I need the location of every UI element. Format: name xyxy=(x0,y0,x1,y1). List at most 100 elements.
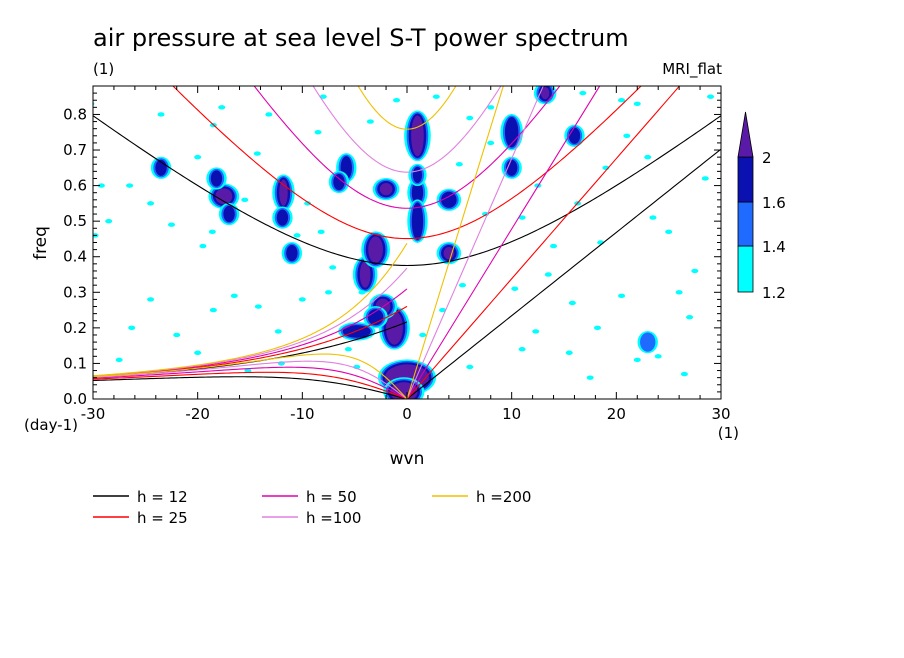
chart-title-group: air pressure at sea level S-T power spec… xyxy=(93,24,722,79)
contour-speck-38 xyxy=(487,140,495,146)
colorbar-label: 2 xyxy=(762,149,772,167)
x-axis-unit: (1) xyxy=(718,424,739,442)
contour-speck-46 xyxy=(568,300,576,306)
dispersion-curve-wig-h25 xyxy=(172,86,642,240)
contour-speck-8 xyxy=(199,243,207,249)
contour-speck-27 xyxy=(209,307,217,313)
contour-speck-12 xyxy=(241,197,249,203)
dispersion-curve-wig-h100 xyxy=(312,86,502,173)
contour-speck-19 xyxy=(317,229,325,235)
dispersion-curve-wig-h50 xyxy=(253,86,561,209)
x-tick-label: 20 xyxy=(607,405,626,423)
contour-blob-25-level-2 xyxy=(568,127,581,144)
contour-speck-65 xyxy=(518,215,526,220)
contour-blob-4-level-3 xyxy=(386,311,403,345)
dispersion-curve-rossby-h12 xyxy=(93,376,408,399)
dispersion-curve-kelvin-h200 xyxy=(406,86,504,399)
contour-blob-15-level-2 xyxy=(286,245,298,262)
contour-speck-76 xyxy=(432,94,440,99)
colorbar-label: 1.6 xyxy=(762,194,786,212)
dispersion-curve-kelvin-h25 xyxy=(406,86,681,399)
contour-speck-52 xyxy=(623,133,631,138)
contour-speck-78 xyxy=(593,325,601,331)
y-tick-label: 0.7 xyxy=(63,141,87,159)
contour-speck-6 xyxy=(147,201,155,206)
dispersion-curve-kelvin-h12 xyxy=(406,148,721,399)
contour-blob-20-level-3 xyxy=(443,247,455,260)
contour-speck-45 xyxy=(550,243,558,249)
contour-speck-31 xyxy=(366,119,374,124)
legend-label-h200: h =200 xyxy=(476,488,531,506)
contour-speck-5 xyxy=(157,112,165,117)
contour-speck-15 xyxy=(218,105,226,110)
contour-blob-17-level-2 xyxy=(210,170,223,187)
dispersion-curve-rossby-h50 xyxy=(93,366,408,399)
dispersion-curve-rossby-h200 xyxy=(93,353,408,399)
axes-layer: -30 -20 -10 0 10 20 30 0.0 0.1 0.2 0.3 0.4 0.5 0.6 0.7… xyxy=(63,85,731,423)
contour-blob-3-level-2 xyxy=(412,166,423,184)
y-tick-label: 0.3 xyxy=(63,283,87,301)
contour-speck-7 xyxy=(168,222,175,227)
contour-blob-1-level-2 xyxy=(411,181,424,205)
contour-speck-24 xyxy=(274,329,282,334)
contour-speck-11 xyxy=(253,151,261,156)
contour-speck-39 xyxy=(487,105,495,110)
contour-speck-30 xyxy=(194,350,202,355)
contour-speck-3 xyxy=(126,183,134,188)
chart-title: air pressure at sea level S-T power spec… xyxy=(93,24,629,52)
contour-speck-67 xyxy=(618,98,626,103)
colorbar-label: 1.2 xyxy=(762,284,786,302)
dispersion-curve-kelvin-h100 xyxy=(406,86,544,399)
x-tick-label: 10 xyxy=(502,405,521,423)
contour-speck-33 xyxy=(344,347,352,352)
y-tick-label: 0.2 xyxy=(63,319,87,337)
chart-subtitle-right: MRI_flat xyxy=(662,60,722,79)
contour-speck-23 xyxy=(298,297,306,302)
contour-speck-21 xyxy=(329,265,337,270)
x-tick-label: -30 xyxy=(81,405,106,423)
contour-speck-16 xyxy=(314,130,322,135)
contour-speck-79 xyxy=(675,290,683,295)
contour-speck-37 xyxy=(455,162,463,167)
contour-speck-49 xyxy=(579,90,587,96)
x-tick-label: 0 xyxy=(402,405,412,423)
contour-speck-71 xyxy=(173,332,181,338)
contour-speck-70 xyxy=(115,357,123,363)
y-axis-unit: (day-1) xyxy=(24,416,78,434)
contour-speck-57 xyxy=(654,354,662,359)
contour-speck-56 xyxy=(665,229,673,235)
contour-blob-16-level-3 xyxy=(215,188,233,205)
contour-speck-26 xyxy=(230,293,238,299)
contour-speck-62 xyxy=(618,293,626,299)
legend-label-h50: h = 50 xyxy=(306,488,357,506)
contour-speck-55 xyxy=(649,215,657,220)
colorbar-segment-1 xyxy=(737,201,754,247)
contour-speck-41 xyxy=(511,286,519,291)
contour-speck-69 xyxy=(707,94,715,99)
contour-speck-75 xyxy=(466,364,474,370)
contour-speck-36 xyxy=(458,282,466,288)
contour-speck-44 xyxy=(544,272,552,277)
contour-speck-40 xyxy=(466,115,474,121)
y-tick-label: 0.5 xyxy=(63,212,87,230)
contour-blob-24-level-3 xyxy=(540,87,550,100)
contour-speck-60 xyxy=(680,371,688,377)
contour-blob-2-level-2 xyxy=(411,202,424,240)
chart-subtitle-left: (1) xyxy=(93,60,114,78)
contour-blob-0-level-3 xyxy=(411,115,424,157)
contour-blob-14-level-2 xyxy=(276,209,289,226)
contour-speck-53 xyxy=(633,101,641,106)
contour-speck-42 xyxy=(518,347,526,352)
x-tick-label: 30 xyxy=(711,405,730,423)
y-tick-label: 0.6 xyxy=(63,177,87,195)
contour-speck-29 xyxy=(128,325,136,331)
contour-speck-68 xyxy=(701,176,709,181)
contour-speck-50 xyxy=(586,375,594,380)
colorbar-label: 1.4 xyxy=(762,238,786,256)
dispersion-curve-layer xyxy=(93,86,721,399)
contour-blob-9-level-3 xyxy=(368,236,383,263)
contour-speck-10 xyxy=(194,154,202,160)
x-tick-label: -10 xyxy=(290,405,315,423)
legend-label-h25: h = 25 xyxy=(137,509,188,527)
